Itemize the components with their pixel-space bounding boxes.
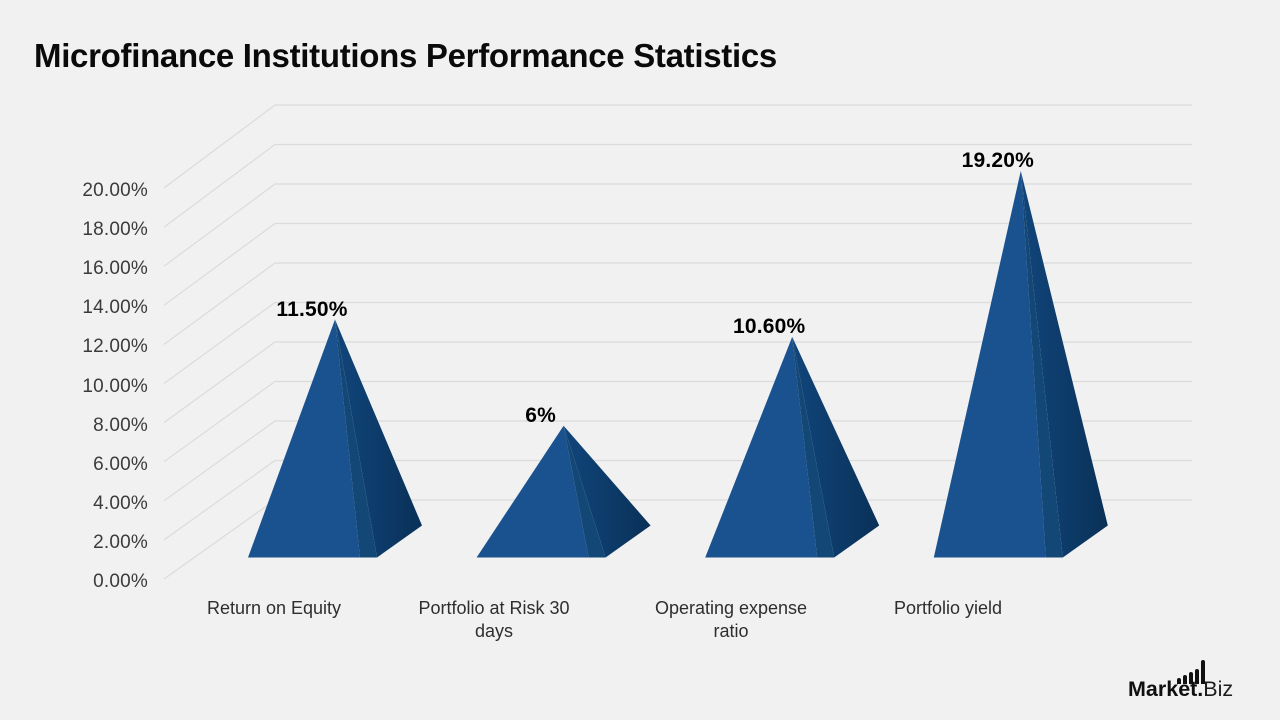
gridline bbox=[163, 341, 1192, 424]
category-label-operating-expense-ratio: Operating expense ratio bbox=[654, 598, 808, 641]
gridline bbox=[163, 183, 1192, 267]
pyramids bbox=[248, 170, 1108, 558]
value-label-portfolio-at-risk-30-days: 6% bbox=[525, 403, 556, 427]
pyramid-face-side bbox=[335, 319, 422, 558]
pyramid-face-front bbox=[476, 425, 589, 558]
chart-title: Microfinance Institutions Performance St… bbox=[34, 37, 777, 74]
category-label-portfolio-at-risk-30-days: Portfolio at Risk 30 days bbox=[418, 598, 570, 641]
y-tick-label: 6.00% bbox=[93, 453, 148, 475]
pyramid-face-front bbox=[248, 319, 360, 558]
y-tick-label: 10.00% bbox=[82, 375, 148, 397]
y-tick-label: 14.00% bbox=[82, 297, 148, 319]
value-label-operating-expense-ratio: 10.60% bbox=[732, 314, 806, 338]
pyramid-portfolio-at-risk-30-days bbox=[476, 425, 651, 558]
pyramid-operating-expense-ratio bbox=[705, 336, 880, 558]
pyramid-face-front-edge bbox=[1020, 170, 1063, 558]
pyramid-face-side bbox=[792, 336, 880, 558]
category-label-return-on-equity: Return on Equity bbox=[206, 598, 342, 618]
logo-brand-light: Biz bbox=[1203, 677, 1234, 701]
gridlines bbox=[163, 104, 1192, 580]
pyramid-face-front bbox=[933, 170, 1046, 558]
y-tick-label: 18.00% bbox=[82, 219, 148, 241]
logo-brand-bold: Market. bbox=[1128, 677, 1204, 701]
pyramid-face-front-edge bbox=[792, 336, 835, 558]
pyramid-face-side bbox=[563, 425, 651, 558]
gridline bbox=[163, 104, 1192, 189]
pyramid-face-side bbox=[1020, 170, 1108, 558]
value-label-portfolio-yield: 19.20% bbox=[961, 148, 1035, 172]
y-tick-label: 16.00% bbox=[82, 258, 148, 280]
category-label-portfolio-yield: Portfolio yield bbox=[893, 598, 1003, 618]
gridline bbox=[163, 262, 1192, 345]
pyramid-portfolio-yield bbox=[933, 170, 1108, 558]
y-tick-label: 8.00% bbox=[93, 414, 148, 436]
gridline bbox=[163, 459, 1192, 541]
pyramid-face-front bbox=[705, 336, 818, 558]
gridline bbox=[163, 222, 1192, 306]
y-tick-label: 2.00% bbox=[93, 531, 148, 553]
pyramid-face-front-edge bbox=[563, 425, 606, 558]
value-label-return-on-equity: 11.50% bbox=[276, 297, 348, 321]
pyramid-return-on-equity bbox=[248, 319, 422, 558]
y-tick-label: 20.00% bbox=[82, 180, 148, 201]
logo: Market.Biz bbox=[1128, 656, 1268, 704]
y-tick-label: 12.00% bbox=[82, 336, 148, 358]
y-tick-label: 4.00% bbox=[93, 492, 148, 514]
gridline bbox=[163, 301, 1192, 384]
gridline bbox=[163, 420, 1192, 502]
bar-chart-icon bbox=[1177, 660, 1205, 684]
y-tick-label: 0.00% bbox=[93, 571, 148, 592]
logo-text: Market.Biz bbox=[1128, 677, 1233, 702]
pyramid-face-front-edge bbox=[335, 319, 377, 558]
gridline bbox=[163, 143, 1192, 228]
gridline bbox=[163, 380, 1192, 463]
